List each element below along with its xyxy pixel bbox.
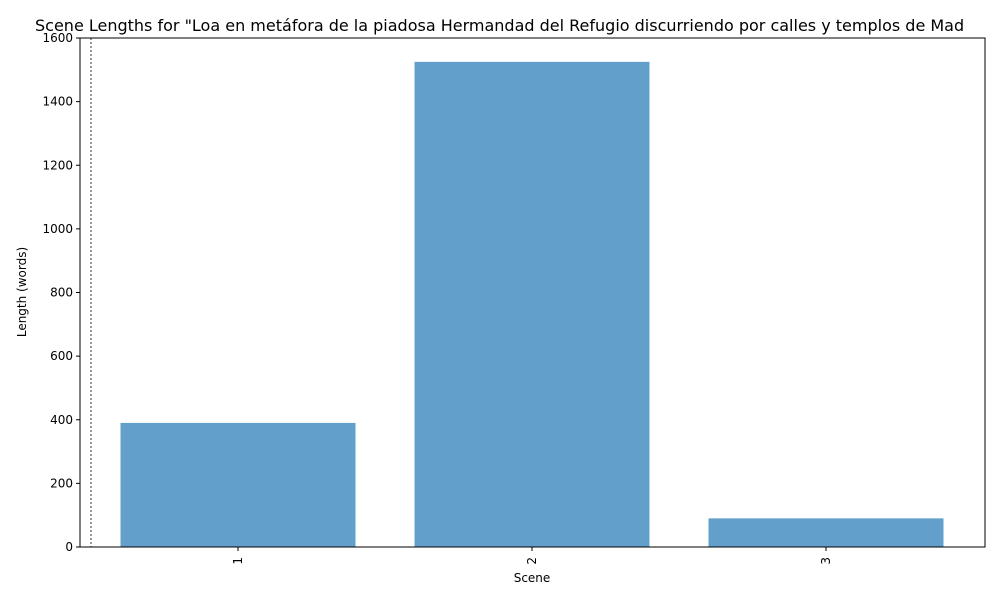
bar-scene-1 [120, 422, 356, 547]
plot-area: 0 200 400 600 800 1000 1200 1400 1600 1 2 3 [42, 31, 986, 565]
y-tick-label: 0 [65, 540, 73, 554]
bar-scene-2 [414, 61, 650, 547]
y-tick-label: 1000 [42, 222, 73, 236]
y-tick-label: 1400 [42, 95, 73, 109]
bar-scene-3 [708, 518, 944, 547]
chart-title: Scene Lengths for "Loa en metáfora de la… [35, 16, 964, 35]
y-tick-label: 800 [50, 286, 73, 300]
y-tick-label: 1200 [42, 158, 73, 172]
x-axis-label: Scene [514, 571, 551, 585]
y-axis-label: Length (words) [15, 247, 29, 337]
y-tick-label: 600 [50, 349, 73, 363]
x-tick-label: 2 [525, 557, 539, 565]
x-tick-label: 3 [819, 557, 833, 565]
y-tick-label: 400 [50, 413, 73, 427]
y-tick-label: 200 [50, 476, 73, 490]
y-tick-label: 1600 [42, 31, 73, 45]
x-tick-label: 1 [231, 557, 245, 565]
